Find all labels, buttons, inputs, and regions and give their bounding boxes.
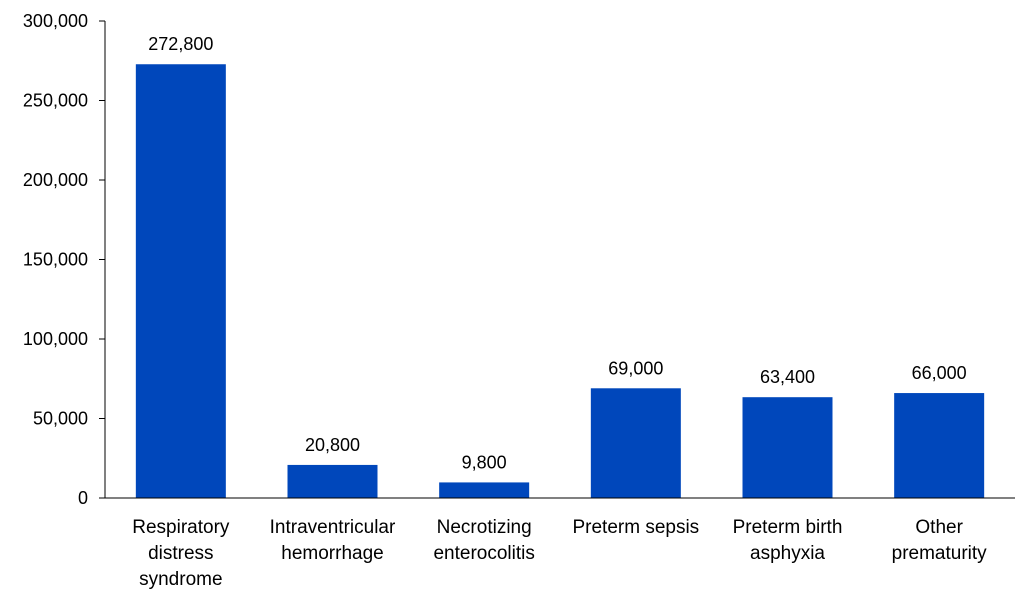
bar: [894, 393, 985, 498]
x-tick-label: syndrome: [139, 569, 222, 590]
y-tick-label: 100,000: [23, 329, 88, 349]
y-tick-label: 200,000: [23, 170, 88, 190]
data-label: 9,800: [462, 452, 507, 472]
x-tick-label: enterocolitis: [433, 543, 534, 564]
x-tick-label: hemorrhage: [281, 543, 383, 564]
y-tick-label: 300,000: [23, 11, 88, 31]
bar: [135, 64, 226, 499]
x-tick-label: prematurity: [892, 543, 988, 564]
x-tick-label: Other: [915, 517, 963, 538]
x-tick-label: Intraventricular: [270, 517, 396, 538]
x-tick-label: asphyxia: [750, 543, 825, 564]
bar: [590, 388, 681, 498]
x-axis: Respiratory distress syndrome Intraventricu…: [105, 497, 1015, 590]
value-labels-group: 272,800 20,800 9,800 69,000 63,400 66,000: [148, 34, 966, 472]
bar: [287, 464, 378, 498]
y-tick-label: 0: [78, 488, 88, 508]
data-label: 63,400: [760, 367, 815, 387]
x-tick-label: Preterm birth: [733, 517, 843, 538]
data-label: 20,800: [305, 435, 360, 455]
x-tick-label: Preterm sepsis: [572, 517, 699, 538]
data-label: 69,000: [608, 358, 663, 378]
y-tick-label: 50,000: [33, 409, 88, 429]
data-label: 66,000: [912, 363, 967, 383]
x-tick-label: Necrotizing: [437, 517, 532, 538]
x-tick-label: Respiratory: [132, 517, 230, 538]
y-axis: 0 50,000 100,000 150,000 200,000 250,000 300,0…: [23, 11, 106, 508]
data-label: 272,800: [148, 34, 213, 54]
x-tick-label: distress: [148, 543, 213, 564]
y-tick-label: 250,000: [23, 91, 88, 111]
bar: [439, 482, 530, 498]
y-tick-label: 150,000: [23, 250, 88, 270]
bars-group: [135, 64, 985, 499]
bar: [742, 397, 833, 498]
